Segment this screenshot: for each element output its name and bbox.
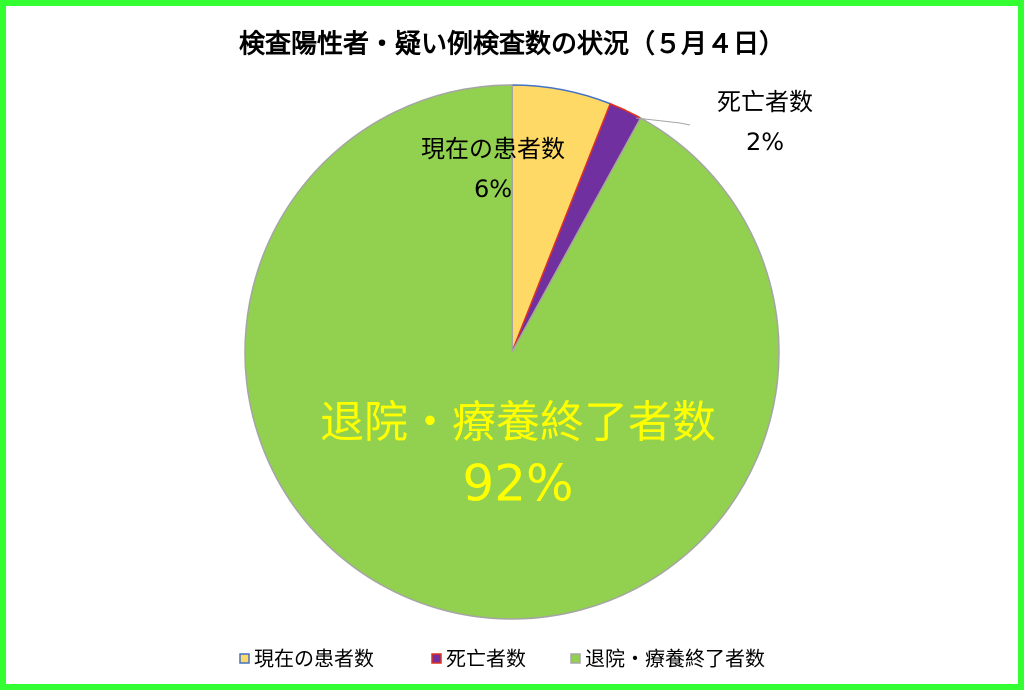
value-label: 92% — [462, 455, 573, 513]
legend-label: 死亡者数 — [446, 647, 526, 671]
value-label: 2% — [746, 128, 784, 156]
legend-swatch — [570, 653, 581, 664]
value-label: 6% — [474, 175, 512, 203]
legend-swatch — [239, 653, 250, 664]
chart-title: 検査陽性者・疑い例検査数の状況（５月４日） — [239, 30, 785, 60]
pie-slice — [244, 84, 780, 620]
slice-label: 退院・療養終了者数 — [320, 397, 716, 448]
legend-swatch — [431, 653, 442, 664]
slice-label: 死亡者数 — [717, 88, 813, 116]
slice-label: 現在の患者数 — [421, 135, 565, 163]
legend-label: 現在の患者数 — [254, 647, 374, 671]
legend-label: 退院・療養終了者数 — [585, 647, 765, 671]
leader-line — [635, 117, 691, 126]
